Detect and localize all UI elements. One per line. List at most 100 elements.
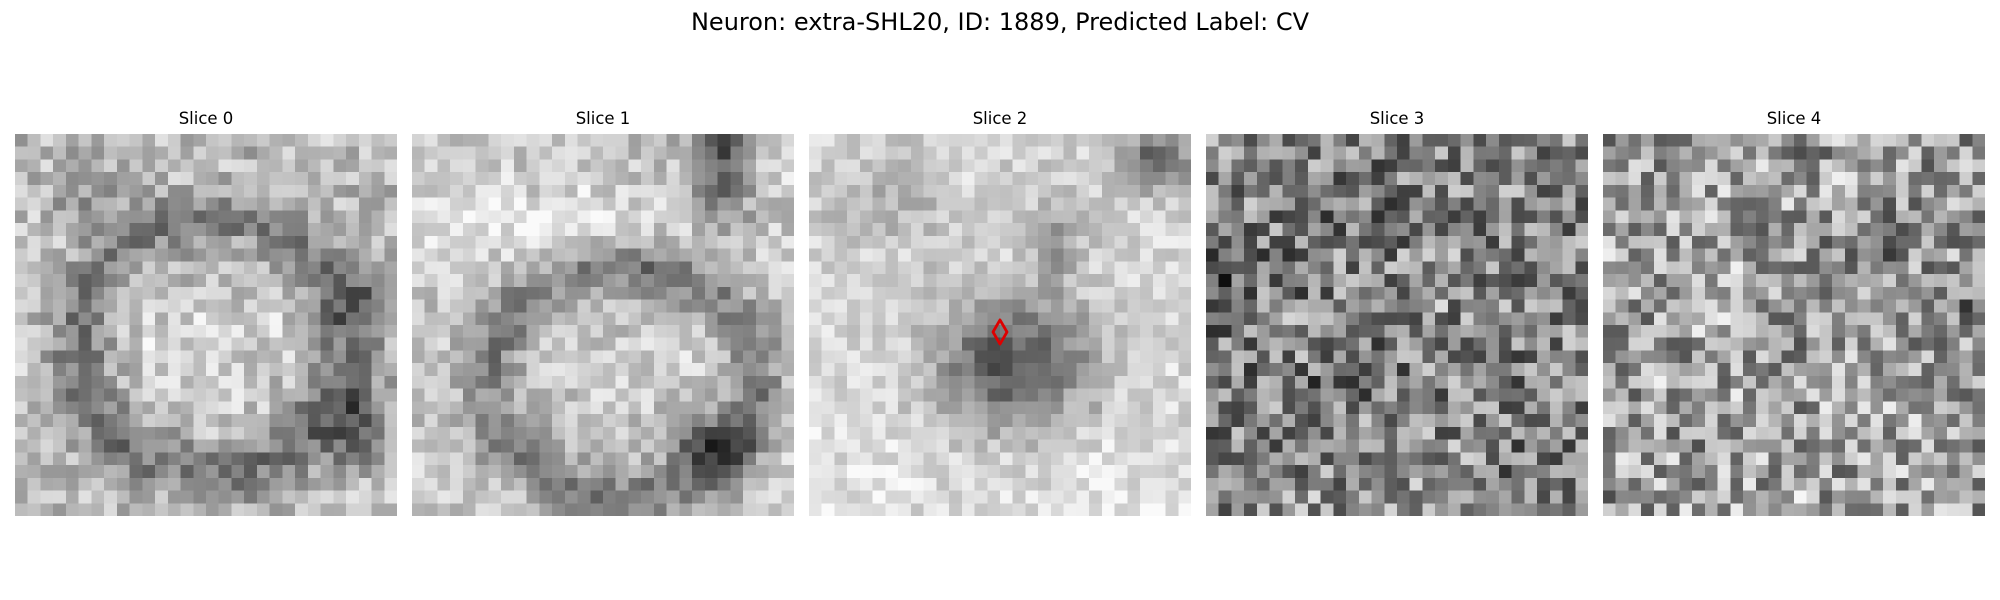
slice-2-pixel bbox=[910, 465, 924, 479]
slice-1-pixel bbox=[781, 197, 794, 211]
slice-0-pixel bbox=[27, 312, 41, 326]
slice-0-pixel bbox=[206, 325, 219, 338]
slice-4-pixel bbox=[1921, 248, 1935, 262]
slice-2-pixel bbox=[1089, 414, 1103, 428]
slice-3-pixel bbox=[1206, 184, 1219, 198]
slice-4-pixel bbox=[1819, 337, 1833, 351]
slice-0-pixel bbox=[91, 503, 105, 516]
slice-2-pixel bbox=[1127, 452, 1141, 466]
slice-1-pixel bbox=[552, 401, 566, 415]
slice-1-pixel bbox=[526, 337, 540, 351]
slice-4-pixel bbox=[1653, 477, 1667, 491]
slice-3-pixel bbox=[1346, 299, 1360, 313]
slice-3-pixel bbox=[1282, 210, 1296, 224]
slice-4-pixel bbox=[1959, 248, 1973, 262]
slice-0-pixel bbox=[27, 235, 41, 249]
slice-0-pixel bbox=[282, 312, 296, 326]
slice-3-pixel bbox=[1575, 172, 1588, 186]
slice-1-pixel bbox=[437, 337, 451, 351]
slice-1-pixel bbox=[768, 184, 782, 198]
slice-2-pixel bbox=[1089, 439, 1103, 453]
slice-2-pixel bbox=[1140, 134, 1154, 147]
slice-2-pixel bbox=[1127, 248, 1141, 262]
slice-1-pixel bbox=[577, 388, 591, 402]
slice-1-pixel bbox=[526, 401, 540, 415]
slice-0-pixel bbox=[78, 184, 92, 198]
slice-3-pixel bbox=[1231, 388, 1245, 402]
slice-4-pixel bbox=[1603, 375, 1616, 389]
slice-0-pixel bbox=[53, 375, 67, 389]
slice-3-pixel bbox=[1307, 363, 1321, 377]
slice-2-pixel bbox=[834, 210, 848, 224]
slice-2-pixel bbox=[1140, 312, 1154, 326]
slice-2-pixel bbox=[821, 439, 835, 453]
slice-1-pixel bbox=[513, 172, 527, 186]
slice-0-pixel bbox=[256, 325, 270, 338]
slice-0-pixel bbox=[78, 375, 92, 389]
slice-2-pixel bbox=[1152, 286, 1166, 300]
slice-3-pixel bbox=[1422, 503, 1436, 516]
slice-2-pixel bbox=[974, 490, 988, 504]
slice-0-pixel bbox=[180, 286, 194, 300]
slice-0-pixel bbox=[295, 452, 309, 466]
slice-1-pixel bbox=[577, 426, 591, 440]
slice-2-pixel bbox=[1076, 388, 1090, 402]
slice-0-pixel bbox=[358, 299, 372, 313]
slice-3-pixel bbox=[1256, 172, 1270, 186]
slice-4-pixel bbox=[1641, 172, 1655, 186]
slice-4-pixel bbox=[1717, 134, 1731, 147]
slice-4-pixel bbox=[1972, 235, 1985, 249]
slice-0-pixel bbox=[91, 197, 105, 211]
slice-1-pixel bbox=[577, 325, 591, 338]
slice-0-pixel bbox=[282, 134, 296, 147]
slice-3-pixel bbox=[1447, 299, 1461, 313]
slice-3-pixel bbox=[1537, 388, 1551, 402]
slice-3-pixel bbox=[1320, 134, 1334, 147]
slice-3-pixel bbox=[1409, 134, 1423, 147]
slice-1-pixel bbox=[412, 197, 425, 211]
slice-1-pixel bbox=[539, 274, 553, 288]
slice-4-pixel bbox=[1704, 184, 1718, 198]
slice-1-pixel bbox=[437, 325, 451, 338]
slice-0-pixel bbox=[167, 388, 181, 402]
slice-4-pixel bbox=[1615, 248, 1629, 262]
slice-4-pixel bbox=[1615, 235, 1629, 249]
slice-3-pixel bbox=[1486, 159, 1500, 173]
slice-0-pixel bbox=[91, 248, 105, 262]
slice-3-pixel bbox=[1460, 375, 1474, 389]
slice-2-pixel bbox=[961, 299, 975, 313]
slice-4-pixel bbox=[1730, 465, 1744, 479]
slice-0-pixel bbox=[116, 172, 130, 186]
slice-1-pixel bbox=[666, 426, 680, 440]
slice-4-pixel bbox=[1908, 184, 1922, 198]
slice-2-pixel bbox=[859, 210, 873, 224]
slice-0-pixel bbox=[333, 134, 347, 147]
slice-1-pixel bbox=[501, 363, 515, 377]
slice-0-pixel bbox=[180, 184, 194, 198]
slice-3-pixel bbox=[1384, 350, 1398, 364]
slice-2-pixel bbox=[910, 223, 924, 237]
slice-1-pixel bbox=[564, 172, 578, 186]
slice-2-pixel bbox=[961, 274, 975, 288]
slice-1-pixel bbox=[717, 312, 731, 326]
slice-4-pixel bbox=[1908, 134, 1922, 147]
slice-2-pixel bbox=[1076, 197, 1090, 211]
slice-0-pixel bbox=[269, 325, 283, 338]
slice-1-pixel bbox=[577, 134, 591, 147]
slice-2-pixel bbox=[1152, 184, 1166, 198]
slice-3-pixel bbox=[1575, 490, 1588, 504]
slice-0-pixel bbox=[40, 248, 54, 262]
slice-4-pixel bbox=[1755, 184, 1769, 198]
slice-0-pixel bbox=[193, 490, 207, 504]
slice-1-pixel bbox=[628, 465, 642, 479]
slice-0-pixel bbox=[91, 235, 105, 249]
slice-2-pixel bbox=[1114, 337, 1128, 351]
slice-1-pixel bbox=[590, 159, 604, 173]
slice-2-pixel bbox=[1127, 261, 1141, 275]
slice-2-pixel bbox=[961, 223, 975, 237]
slice-2-pixel bbox=[1152, 159, 1166, 173]
slice-4-image bbox=[1603, 134, 1985, 516]
slice-3-pixel bbox=[1307, 465, 1321, 479]
slice-1-pixel bbox=[628, 248, 642, 262]
slice-3-pixel bbox=[1295, 312, 1309, 326]
